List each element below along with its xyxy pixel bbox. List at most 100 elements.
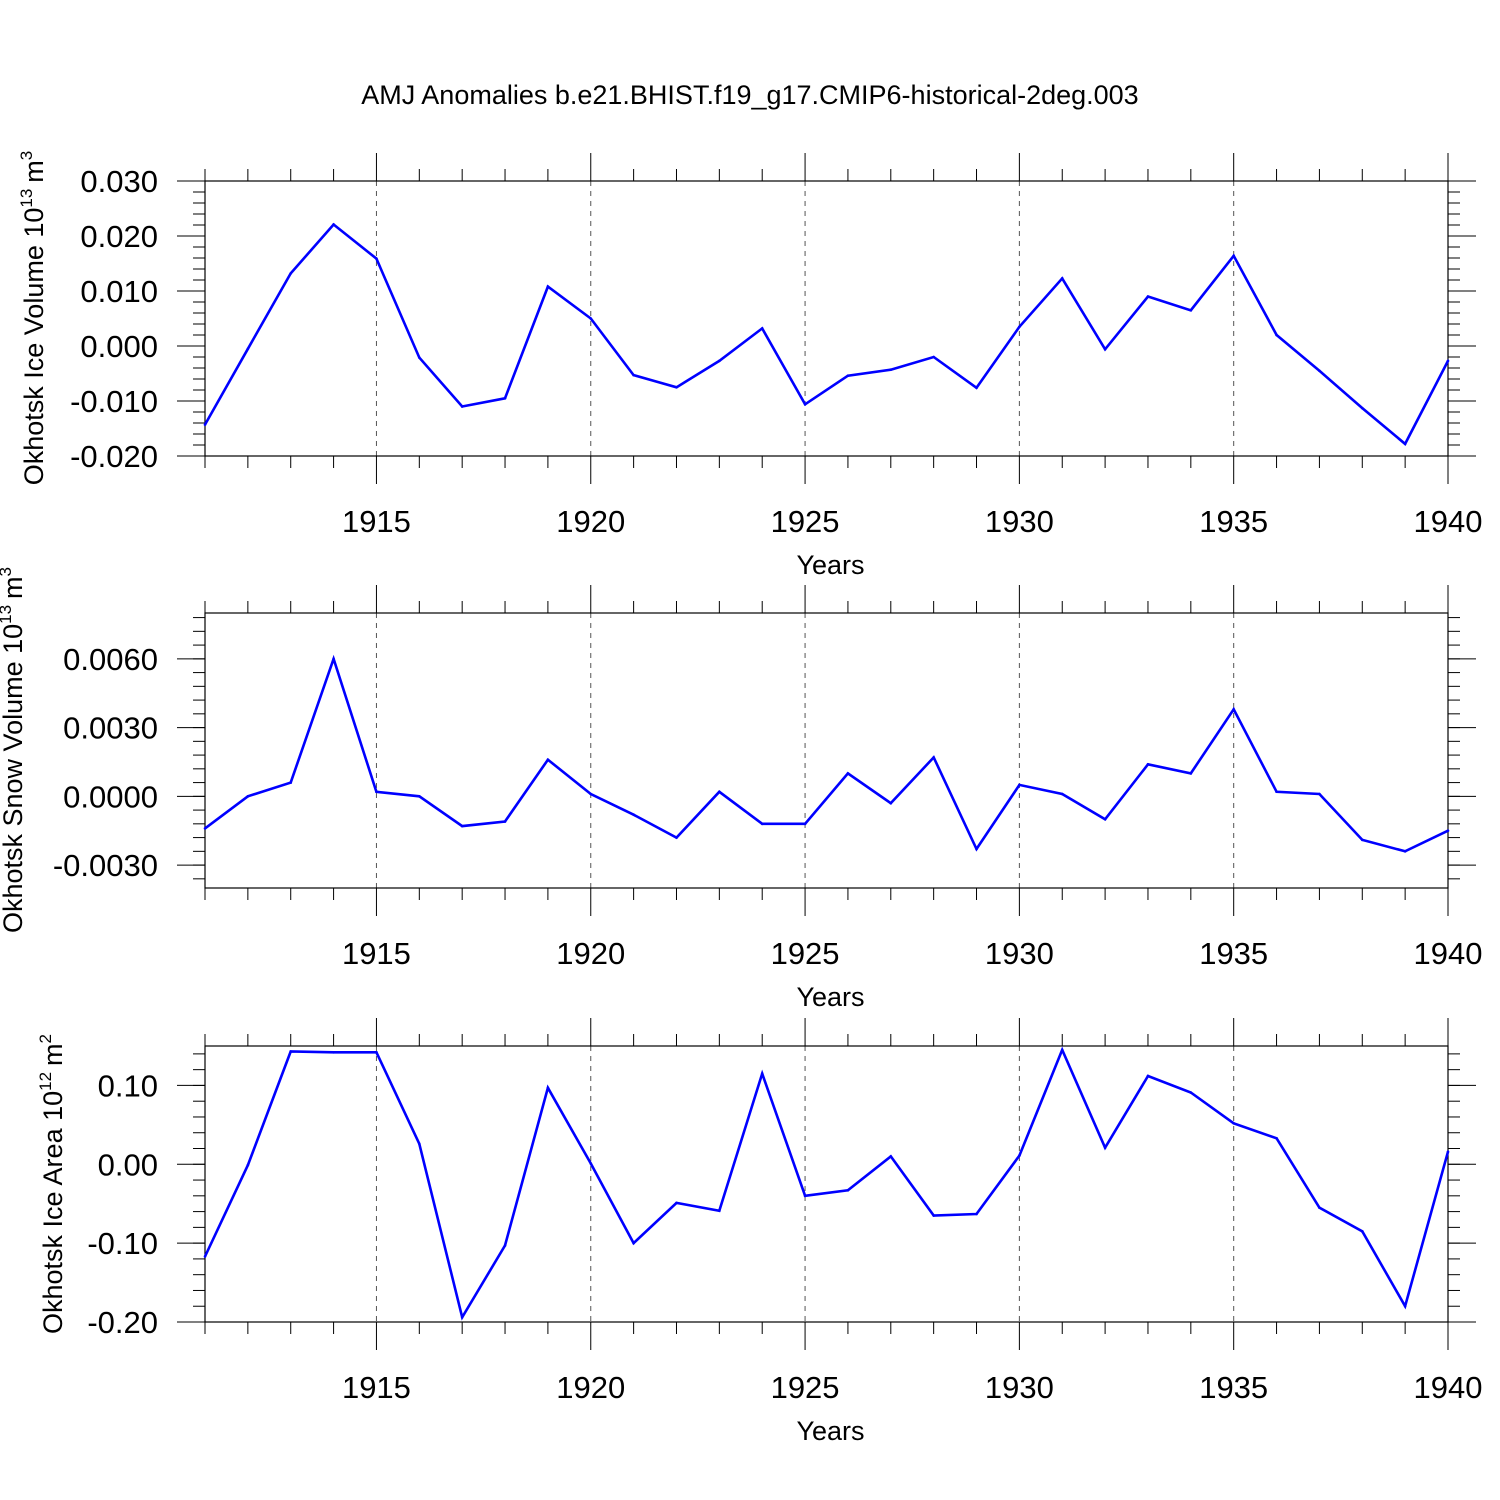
figure-title: AMJ Anomalies b.e21.BHIST.f19_g17.CMIP6-… <box>361 80 1138 110</box>
data-point <box>1318 1206 1321 1209</box>
panel-1: 0.030 0.020 0.010 0.000 -0.010 -0.020 1915 1920… <box>17 151 1482 580</box>
data-point <box>460 824 464 828</box>
data-point <box>375 790 378 794</box>
data-point <box>760 327 764 330</box>
data-point <box>932 355 935 359</box>
y-tick-label: -0.020 <box>70 439 158 474</box>
x-tick-label: 1935 <box>1199 504 1268 539</box>
data-point <box>1060 792 1064 796</box>
data-point <box>889 801 893 805</box>
plot-frame <box>204 1045 1449 1323</box>
x-tick-label: 1920 <box>556 936 625 971</box>
data-point <box>546 285 550 288</box>
data-point <box>375 257 378 260</box>
data-point <box>846 1189 850 1192</box>
data-point <box>332 1051 335 1054</box>
data-point <box>632 1241 635 1245</box>
data-point <box>1360 838 1364 842</box>
x-tick-label: 1915 <box>342 1370 411 1405</box>
data-point <box>1275 790 1278 794</box>
data-point <box>1403 442 1407 446</box>
data-point <box>1446 1150 1450 1153</box>
x-axis-label: Years <box>796 1416 864 1446</box>
data-point <box>1403 1304 1407 1308</box>
y-axis-label: Okhotsk Ice Area 1012m2 <box>36 1034 68 1334</box>
y-tick-label: -0.010 <box>70 384 158 419</box>
x-axis-label: Years <box>796 550 864 580</box>
data-point <box>1232 707 1235 711</box>
panel-3: 0.10 0.00 -0.10 -0.20 1915 1920 1925 1930 1935 19… <box>36 1018 1482 1446</box>
data-point <box>1360 1230 1364 1233</box>
data-point <box>846 772 850 775</box>
data-point <box>289 781 293 784</box>
data-point <box>975 847 978 851</box>
data-point <box>203 423 207 426</box>
data-point <box>1146 295 1150 298</box>
data-point <box>1318 369 1321 373</box>
data-point <box>1018 783 1021 787</box>
x-tick-label: 1930 <box>985 1370 1054 1405</box>
data-point <box>632 813 635 816</box>
data-point <box>760 822 764 826</box>
data-point <box>1189 772 1193 775</box>
data-point <box>1060 1048 1064 1052</box>
data-point <box>675 1201 678 1205</box>
data-point <box>203 827 207 830</box>
panel-2: 0.0060 0.0030 0.0000 -0.0030 1915 1920 1925 193… <box>0 567 1482 1012</box>
y-tick-label: 0.000 <box>80 329 158 364</box>
x-tick-label: 1930 <box>985 936 1054 971</box>
x-tick-label: 1940 <box>1414 936 1483 971</box>
data-point <box>1403 850 1407 853</box>
data-point <box>375 1051 378 1054</box>
x-tick-label: 1940 <box>1414 504 1483 539</box>
data-point <box>1232 254 1235 258</box>
data-point <box>632 373 635 377</box>
data-point <box>975 1212 978 1216</box>
data-point <box>289 272 293 275</box>
data-point <box>1103 817 1107 821</box>
data-point <box>246 347 250 351</box>
data-point <box>203 1255 207 1258</box>
x-tick-label: 1935 <box>1199 1370 1268 1405</box>
data-point <box>932 1214 935 1217</box>
data-point <box>1189 1091 1193 1094</box>
data-point <box>1275 333 1278 337</box>
data-point <box>932 756 935 759</box>
x-tick-label: 1915 <box>342 936 411 971</box>
data-point <box>1446 359 1450 363</box>
y-axis-label: Okhotsk Ice Volume 1013m3 <box>17 151 49 486</box>
data-point <box>589 1162 593 1165</box>
data-point <box>1103 348 1107 351</box>
y-tick-label: 0.030 <box>80 164 158 199</box>
data-point <box>675 836 678 839</box>
data-point <box>1446 829 1450 833</box>
data-point <box>460 405 464 408</box>
data-point <box>803 403 807 406</box>
x-tick-label: 1920 <box>556 1370 625 1405</box>
y-tick-label: 0.00 <box>98 1147 158 1182</box>
data-point <box>246 1163 250 1167</box>
data-point <box>246 795 250 798</box>
y-tick-label: 0.0000 <box>63 779 158 814</box>
data-point <box>975 386 978 390</box>
data-point <box>332 223 335 226</box>
x-axis-label: Years <box>796 982 864 1012</box>
x-tick-label: 1925 <box>771 936 840 971</box>
series-line <box>203 222 1450 446</box>
y-tick-label: -0.20 <box>87 1305 158 1340</box>
data-point <box>460 1315 464 1319</box>
data-point <box>503 1244 507 1247</box>
data-point <box>889 368 893 371</box>
data-point <box>1275 1136 1278 1140</box>
data-point <box>1060 277 1064 280</box>
x-tick-label: 1930 <box>985 504 1054 539</box>
y-tick-label: -0.0030 <box>53 848 158 883</box>
y-tick-label: 0.020 <box>80 219 158 254</box>
y-tick-label: 0.010 <box>80 274 158 309</box>
series-line <box>203 1046 1450 1321</box>
data-point <box>418 795 421 798</box>
x-tick-label: 1920 <box>556 504 625 539</box>
data-point <box>418 356 421 359</box>
data-point <box>332 657 335 661</box>
